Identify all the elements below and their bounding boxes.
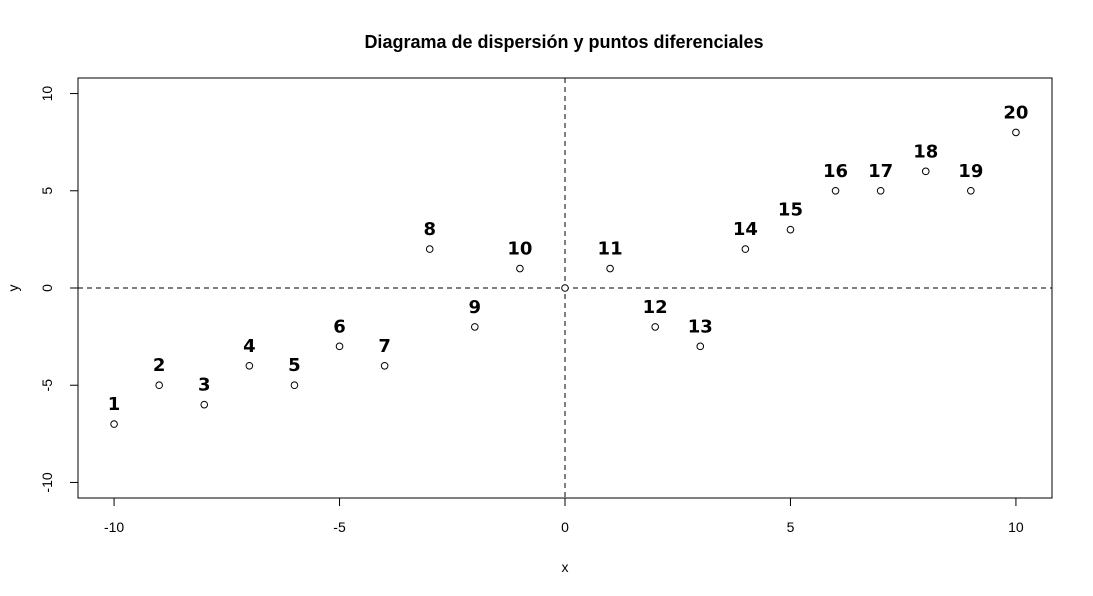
x-tick-label: 10 xyxy=(1008,519,1024,535)
data-point xyxy=(786,225,795,234)
data-points xyxy=(110,128,1020,428)
x-tick-label: -5 xyxy=(333,519,346,535)
point-label: 1 xyxy=(108,394,121,415)
point-label: 5 xyxy=(288,355,301,376)
data-point xyxy=(471,323,479,331)
data-point xyxy=(245,361,254,370)
point-label: 12 xyxy=(643,297,668,318)
data-point xyxy=(380,361,389,370)
point-label: 10 xyxy=(507,239,532,260)
point-label: 7 xyxy=(378,336,391,357)
point-label: 17 xyxy=(868,161,893,182)
data-point xyxy=(516,264,524,273)
data-point xyxy=(651,323,659,331)
y-axis: -10 -5 0 5 10 xyxy=(39,86,79,493)
point-label: 20 xyxy=(1003,102,1028,123)
data-point xyxy=(1012,128,1020,137)
data-point xyxy=(741,245,750,253)
y-axis-label: y xyxy=(5,285,21,292)
point-label: 3 xyxy=(198,375,211,396)
point-label: 18 xyxy=(913,141,938,162)
point-label: 14 xyxy=(733,219,758,240)
chart-title: Diagrama de dispersión y puntos diferenc… xyxy=(364,32,763,52)
y-tick-label: -5 xyxy=(39,379,55,392)
data-point xyxy=(876,186,885,195)
point-label: 11 xyxy=(598,239,623,260)
point-label: 9 xyxy=(469,297,482,318)
data-point xyxy=(155,381,163,390)
data-point xyxy=(921,167,930,176)
data-point xyxy=(200,400,209,409)
data-point xyxy=(831,186,840,195)
y-tick-label: 0 xyxy=(39,284,55,292)
point-label: 16 xyxy=(823,161,848,182)
x-axis: -10 -5 0 5 10 xyxy=(104,497,1024,535)
point-label: 8 xyxy=(423,219,436,240)
data-point xyxy=(606,264,614,273)
point-label: 15 xyxy=(778,200,803,221)
point-label: 19 xyxy=(958,161,983,182)
data-point xyxy=(110,420,118,428)
point-label: 2 xyxy=(153,355,166,376)
x-tick-label: -10 xyxy=(104,519,124,535)
data-point xyxy=(696,342,705,351)
point-label: 6 xyxy=(333,316,346,337)
data-point xyxy=(290,381,299,390)
x-tick-label: 5 xyxy=(787,519,795,535)
data-point xyxy=(425,245,434,253)
y-tick-label: 5 xyxy=(39,187,55,195)
y-tick-label: 10 xyxy=(39,86,55,102)
point-label: 13 xyxy=(688,316,713,337)
x-tick-label: 0 xyxy=(561,519,569,535)
data-point xyxy=(561,284,569,292)
point-label: 4 xyxy=(243,336,256,357)
data-point xyxy=(967,186,975,195)
data-point xyxy=(335,342,344,351)
y-tick-label: -10 xyxy=(39,472,55,492)
x-axis-label: x xyxy=(562,559,569,575)
